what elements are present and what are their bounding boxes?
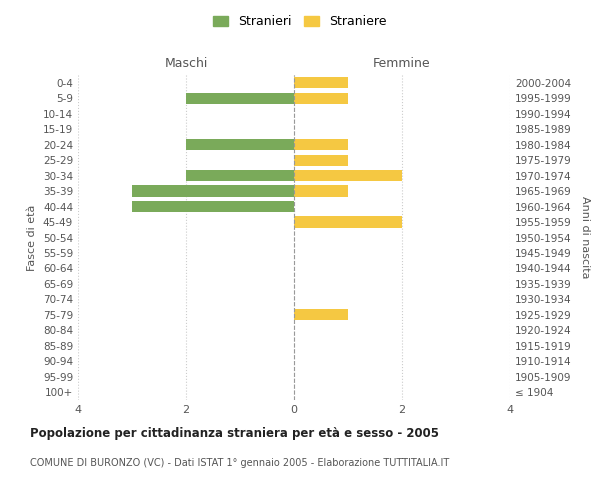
Bar — [294, 310, 348, 320]
Y-axis label: Fasce di età: Fasce di età — [28, 204, 37, 270]
Bar — [294, 216, 402, 228]
Text: Popolazione per cittadinanza straniera per età e sesso - 2005: Popolazione per cittadinanza straniera p… — [30, 428, 439, 440]
Bar — [294, 139, 348, 150]
Bar — [294, 186, 348, 196]
Bar — [186, 139, 294, 150]
Bar — [186, 170, 294, 181]
Y-axis label: Anni di nascita: Anni di nascita — [580, 196, 590, 279]
Text: COMUNE DI BURONZO (VC) - Dati ISTAT 1° gennaio 2005 - Elaborazione TUTTITALIA.IT: COMUNE DI BURONZO (VC) - Dati ISTAT 1° g… — [30, 458, 449, 468]
Bar — [294, 92, 348, 104]
Bar — [294, 77, 348, 88]
Bar — [294, 154, 348, 166]
Text: Maschi: Maschi — [164, 57, 208, 70]
Legend: Stranieri, Straniere: Stranieri, Straniere — [209, 11, 391, 32]
Bar — [132, 186, 294, 196]
Bar — [186, 92, 294, 104]
Text: Femmine: Femmine — [373, 57, 431, 70]
Bar — [294, 170, 402, 181]
Bar — [132, 201, 294, 212]
